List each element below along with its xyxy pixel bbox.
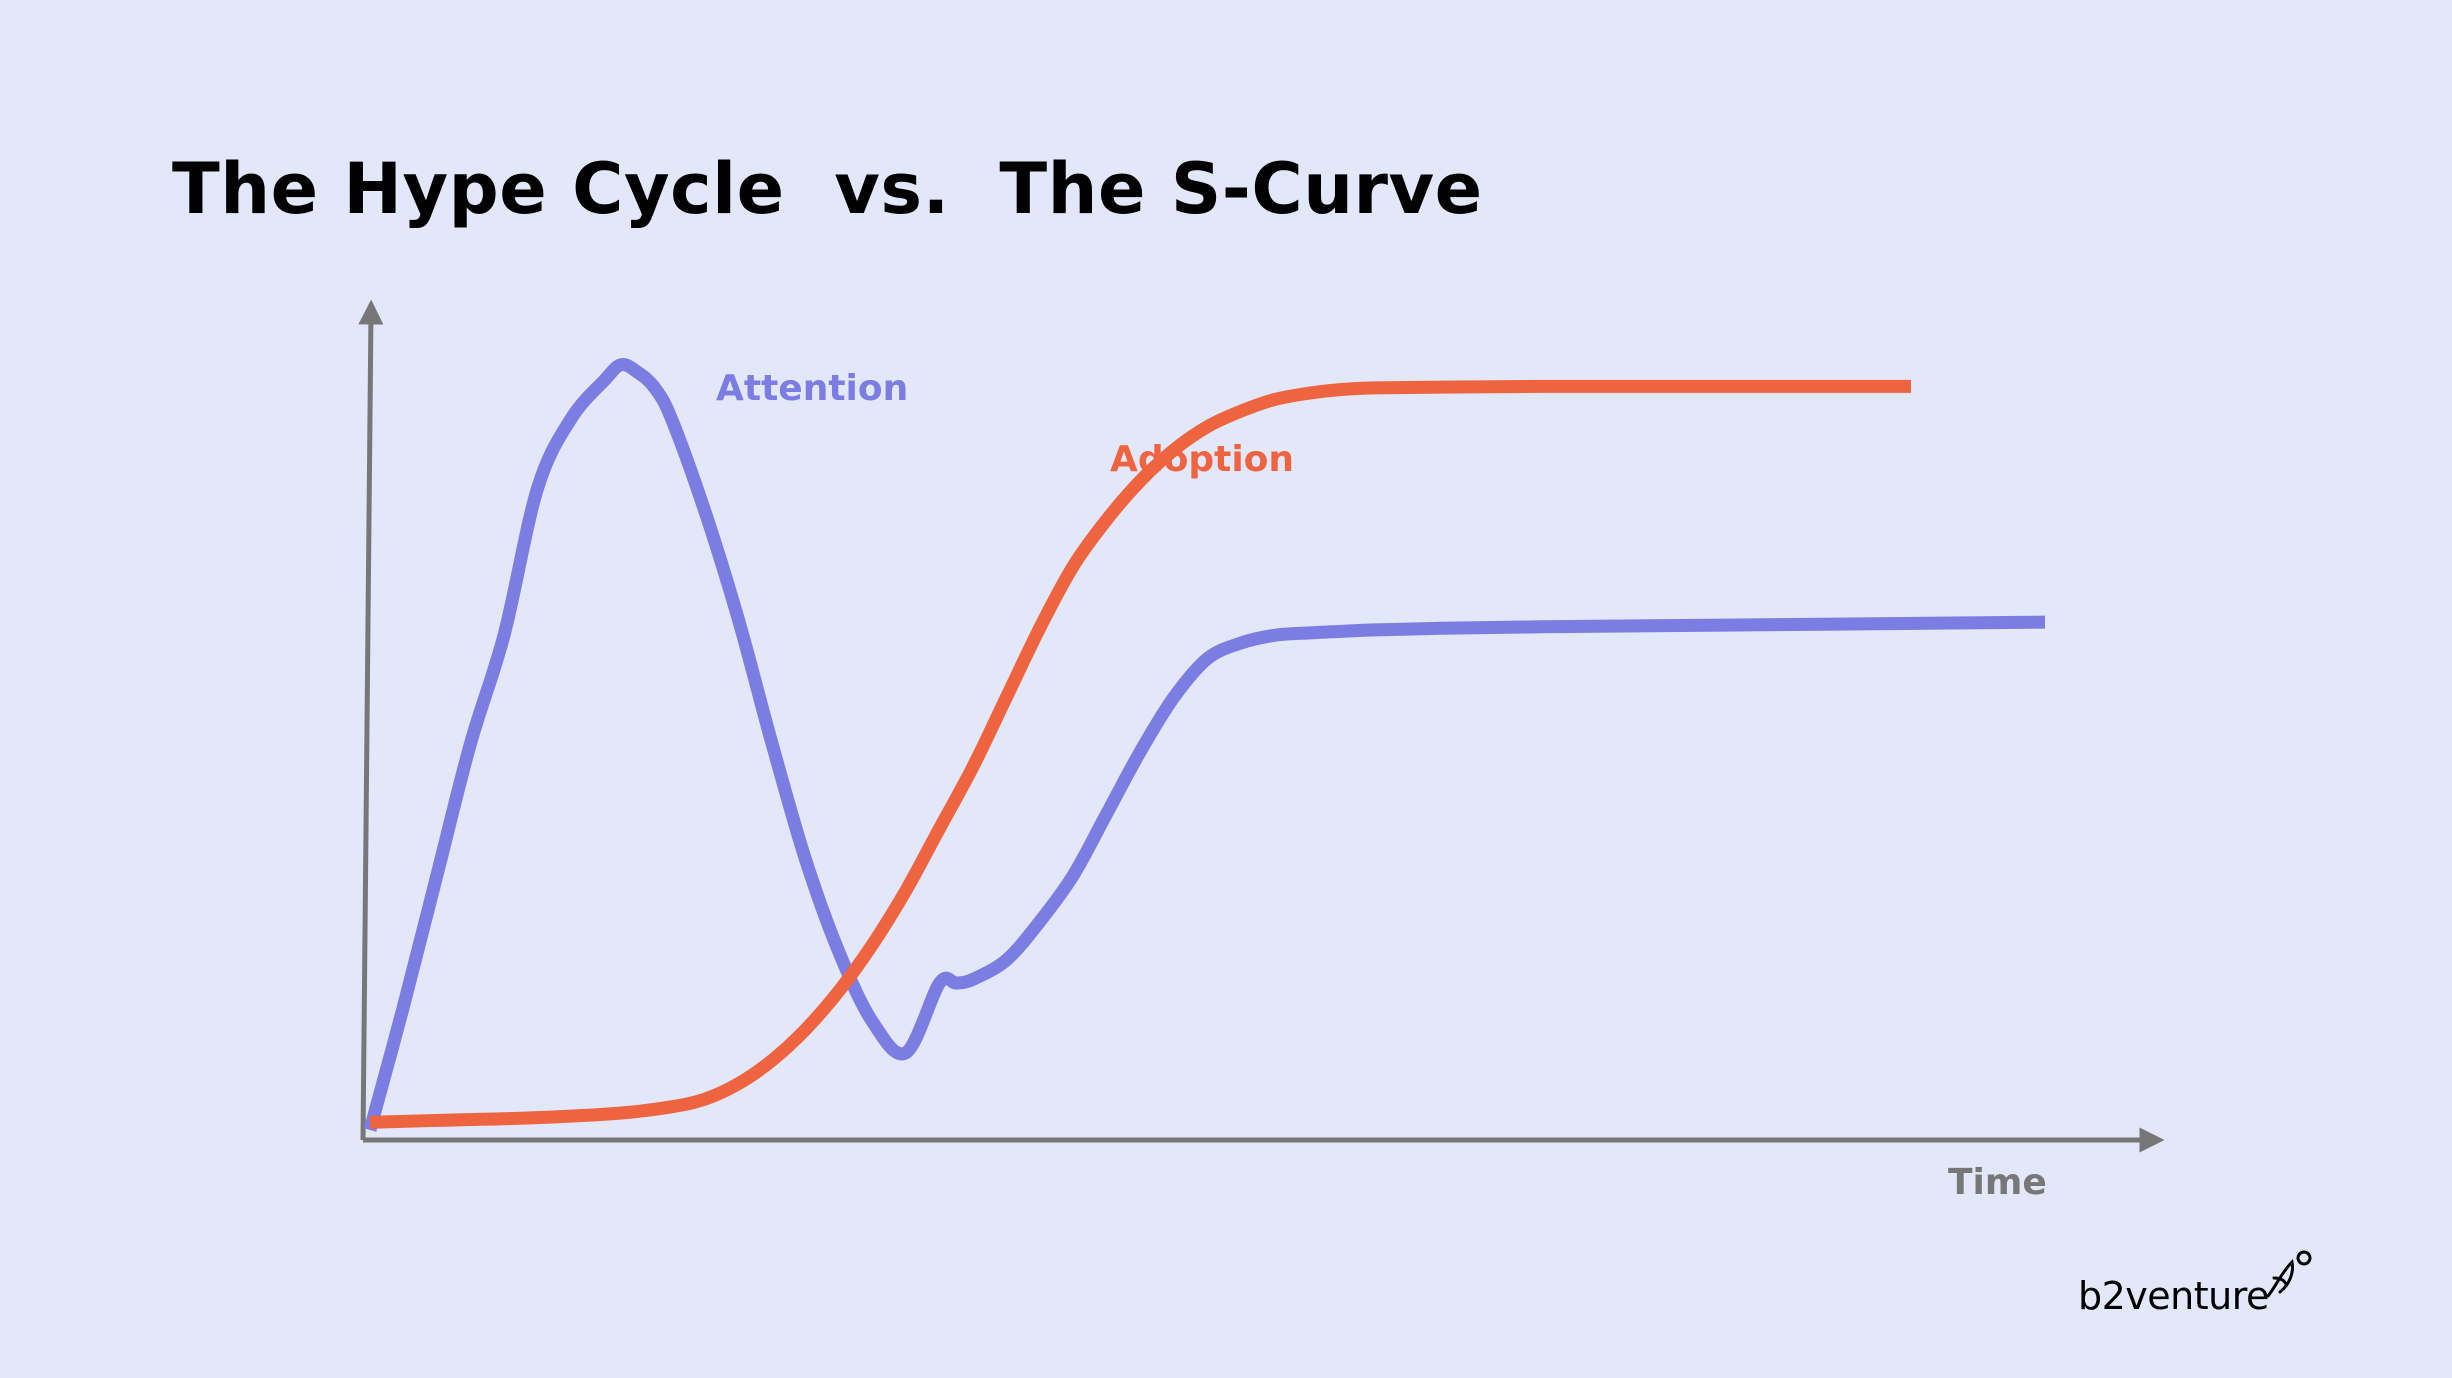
logo-text: b2venture <box>2078 1274 2269 1318</box>
chart-title: The Hype Cycle vs. The S-Curve <box>172 148 1483 230</box>
adoption-series-line <box>369 379 1911 1129</box>
y-axis <box>358 299 384 1141</box>
series-layer <box>363 358 2046 1132</box>
rocket-icon <box>2266 1250 2312 1298</box>
b2venture-logo: b2venture <box>2078 1248 2318 1318</box>
x-axis-label: Time <box>1948 1162 2047 1203</box>
adoption-label: Adoption <box>1110 439 1294 480</box>
attention-label: Attention <box>716 368 908 409</box>
attention-series-line <box>363 358 2046 1132</box>
